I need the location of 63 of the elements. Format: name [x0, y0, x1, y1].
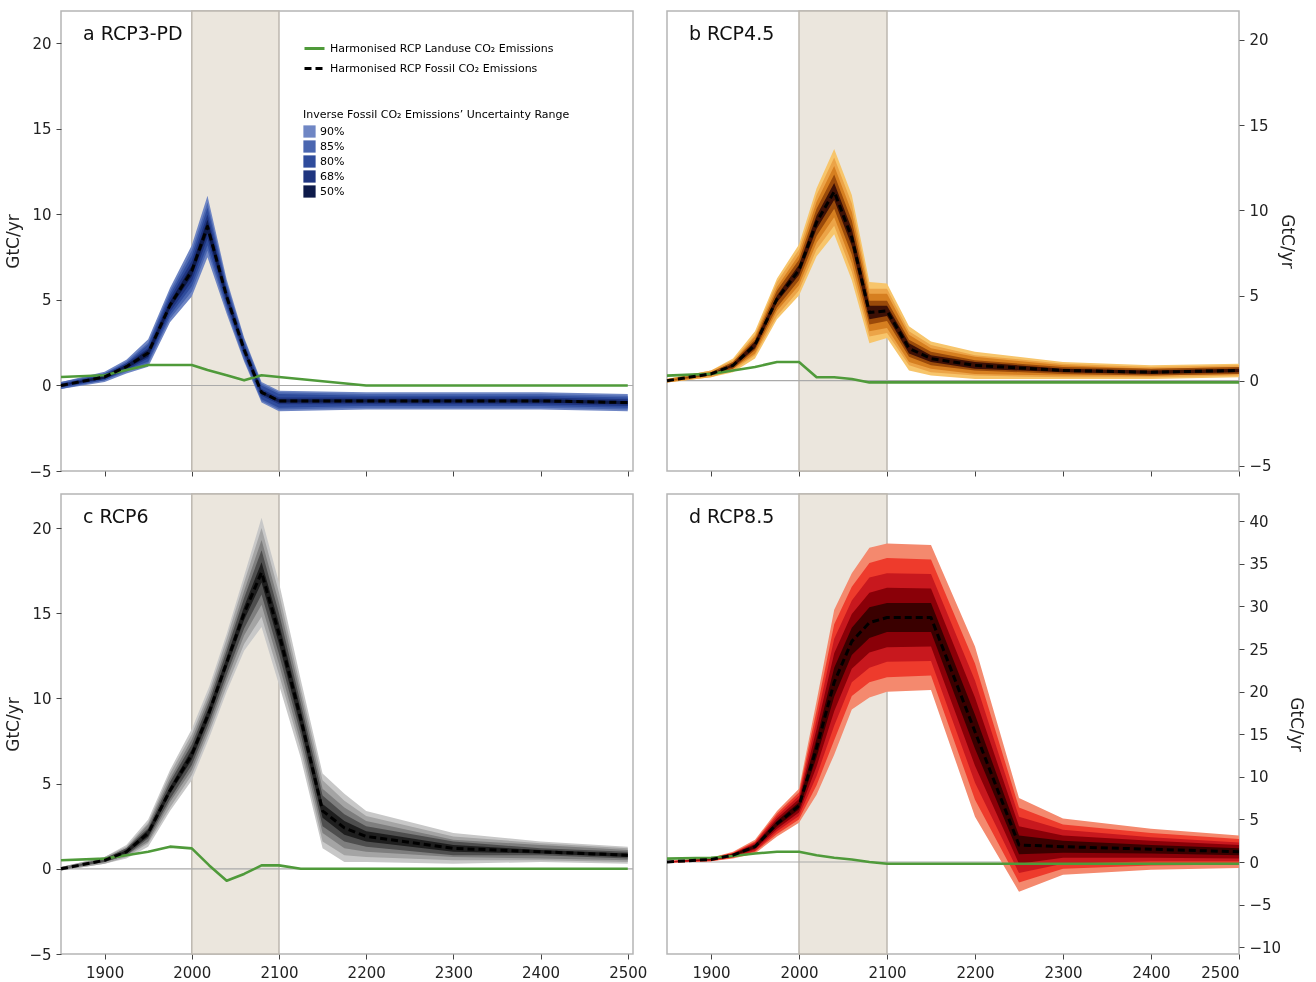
y2-tick-label: 40: [1249, 512, 1269, 531]
y-tick-label: −5: [29, 945, 52, 964]
legend-label: 68%: [320, 169, 345, 183]
y2-axis-title: GtC/yr: [1277, 214, 1298, 269]
y2-tick-label: 10: [1249, 201, 1269, 220]
y-tick-label: −5: [29, 462, 52, 481]
y2-tick-label: 35: [1249, 555, 1269, 574]
y2-tick-label: 0: [1249, 372, 1259, 391]
x-tick-label: 2200: [347, 963, 386, 982]
text: d RCP8.5: [688, 505, 774, 527]
y-axis-title: GtC/yr: [3, 214, 24, 269]
y2-tick-label: 5: [1249, 287, 1259, 306]
legend-label: 90%: [320, 124, 345, 138]
line-series: [59, 845, 630, 883]
y2-tick-label: 0: [1249, 853, 1259, 872]
x-tick-label: 1900: [86, 963, 125, 982]
line-series: [59, 363, 630, 387]
y2-tick-label: 20: [1249, 683, 1269, 702]
legend-label: 50%: [320, 184, 345, 198]
x-tick-label: 2100: [867, 963, 907, 982]
x-tick-label: 2000: [779, 963, 819, 982]
legend-title: Inverse Fossil CO₂ Emissions’ Uncertainty Range: [303, 108, 570, 121]
y2-tick-label: 15: [1249, 116, 1269, 135]
line-series: [665, 360, 1240, 384]
y2-tick-label: 30: [1249, 597, 1269, 616]
y2-tick-label: −10: [1249, 938, 1281, 957]
y-axis-title: GtC/yr: [3, 697, 24, 752]
legend-label: Harmonised RCP Landuse CO₂ Emissions: [330, 41, 554, 55]
x-tick-label: 2000: [173, 963, 212, 982]
y-tick-label: 15: [32, 604, 52, 623]
y-tick-label: 5: [41, 775, 52, 794]
x-tick-label: 2300: [434, 963, 473, 982]
y-tick-label: 10: [32, 205, 52, 224]
y-tick-label: 10: [32, 689, 52, 708]
text: c RCP6: [83, 505, 149, 527]
y2-tick-label: 25: [1249, 640, 1269, 659]
y2-tick-label: 5: [1249, 810, 1259, 829]
x-tick-label: 1900: [691, 963, 731, 982]
text: a RCP3-PD: [83, 22, 183, 44]
y2-tick-label: −5: [1249, 457, 1272, 476]
x-tick-label: 2300: [1043, 963, 1083, 982]
y-tick-label: 20: [32, 34, 52, 53]
y-tick-label: 5: [41, 291, 52, 310]
y-tick-label: 0: [41, 377, 52, 395]
x-tick-label: 2500: [1200, 963, 1239, 982]
x-tick-label: 2500: [609, 963, 648, 982]
legend-label: 85%: [320, 139, 345, 153]
legend-label: 80%: [320, 154, 345, 168]
y2-tick-label: 15: [1249, 725, 1269, 744]
x-tick-label: 2200: [955, 963, 995, 982]
y2-tick-label: −5: [1249, 896, 1272, 915]
y2-axis-title: GtC/yr: [1286, 697, 1307, 752]
line-series: [665, 850, 1240, 865]
x-tick-label: 2400: [521, 963, 561, 982]
text: b RCP4.5: [688, 22, 774, 44]
y-tick-label: 20: [32, 519, 52, 538]
legend-label: Harmonised RCP Fossil CO₂ Emissions: [330, 61, 538, 75]
x-tick-label: 2400: [1131, 963, 1171, 982]
y-tick-label: 0: [41, 860, 52, 879]
y-tick-label: 15: [32, 120, 52, 139]
x-tick-label: 2100: [260, 963, 299, 982]
y2-tick-label: 20: [1249, 31, 1269, 50]
y2-tick-label: 10: [1249, 768, 1269, 787]
